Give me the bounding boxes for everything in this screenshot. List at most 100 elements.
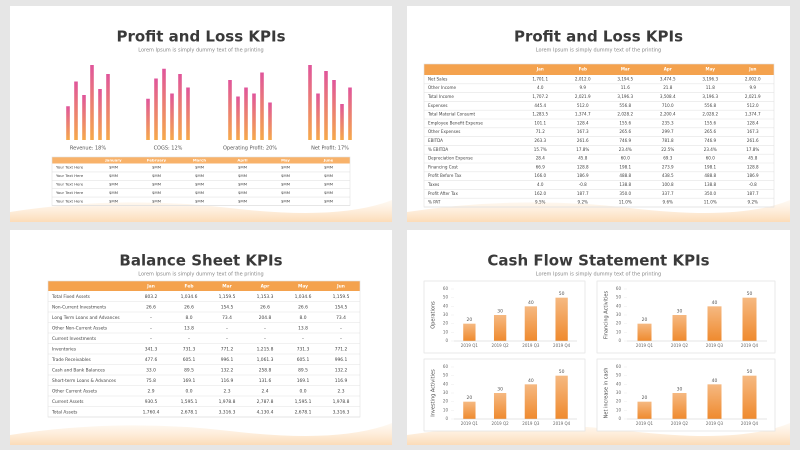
table-cell: 512.0	[577, 103, 589, 108]
table-cell: 803.2	[145, 294, 158, 300]
table-cell: 75.8	[146, 378, 156, 384]
table-cell: –	[226, 326, 228, 331]
table-cell: 1,034.6	[295, 294, 312, 300]
table-cell: 21.8	[663, 85, 673, 90]
row-label: Net Sales	[428, 76, 447, 81]
table-cell: 73.4	[336, 315, 346, 321]
value-label: 40	[528, 378, 534, 384]
table-cell: 3,196.3	[702, 94, 718, 99]
table-cell: 4.0	[537, 85, 544, 90]
slide-subtitle: Lorem Ipsum is simply dummy text of the …	[536, 48, 661, 54]
slide	[10, 6, 392, 222]
table-cell: 9.9	[579, 85, 586, 90]
table-cell: 33.0	[146, 367, 156, 373]
table-cell: 2,678.1	[295, 409, 312, 415]
table-cell: 11.0%	[619, 200, 632, 205]
table-cell: 731.3	[183, 346, 196, 352]
row-label: % EBITDA	[428, 147, 448, 152]
row-label: % PAT	[428, 200, 441, 205]
value-label: 50	[559, 369, 565, 375]
table-cell: 169.1	[183, 378, 196, 384]
row-label: Your Text Here	[56, 190, 84, 195]
table-cell: 17.8%	[746, 147, 759, 152]
y-tick-label: 60	[616, 286, 622, 291]
bar	[340, 104, 344, 140]
bar	[146, 98, 150, 140]
row-label: Current Investments	[52, 336, 97, 342]
y-tick-label: 40	[616, 381, 622, 386]
table-cell: 445.4	[534, 103, 546, 108]
row-label: Your Text Here	[56, 182, 84, 187]
table-cell: 556.8	[704, 103, 716, 108]
table-header	[424, 64, 774, 75]
column-header: February	[147, 157, 167, 162]
table-cell: $MM	[324, 173, 333, 178]
table-cell: –	[340, 337, 342, 342]
y-tick-label: 30	[616, 390, 622, 395]
table-cell: 1,595.1	[181, 399, 198, 405]
y-tick-label: 50	[443, 373, 449, 378]
table-cell: 438.5	[662, 173, 674, 178]
table-cell: 1,374.7	[745, 112, 761, 117]
bar-group-label: COGS: 12%	[154, 146, 183, 152]
slide-title: Profit and Loss KPIs	[116, 28, 285, 46]
table-cell: 26.6	[298, 304, 308, 310]
table-cell: 45.8	[748, 156, 758, 161]
x-tick-label: 2019 Q3	[522, 343, 540, 348]
table-header	[48, 281, 360, 291]
table-cell: 167.3	[577, 129, 589, 134]
table-cell: 13.8	[298, 325, 308, 331]
y-tick-label: 40	[616, 303, 622, 308]
table-cell: $MM	[195, 198, 204, 203]
bar	[186, 87, 190, 140]
row-label: Your Text Here	[56, 165, 84, 170]
table-cell: 169.1	[297, 378, 310, 384]
table-cell: 781.8	[662, 138, 674, 143]
table-cell: 1,159.5	[219, 294, 236, 300]
table-cell: 15.7%	[534, 147, 547, 152]
table-cell: 556.8	[619, 103, 631, 108]
table-cell: 2,028.2	[617, 112, 633, 117]
table-cell: 155.6	[619, 120, 631, 125]
table-cell: 1,707.2	[532, 94, 548, 99]
table-cell: $MM	[324, 182, 333, 187]
table-cell: $MM	[238, 198, 247, 203]
table-cell: 731.3	[297, 346, 310, 352]
table-cell: 3,194.5	[617, 76, 633, 81]
slide-title: Balance Sheet KPIs	[119, 252, 282, 270]
column-header: Apr	[664, 67, 672, 72]
bar	[742, 297, 757, 341]
table-cell: $MM	[238, 165, 247, 170]
slide-bg	[407, 6, 790, 222]
table-cell: 1,034.6	[181, 294, 198, 300]
table-cell: 22.5%	[661, 147, 674, 152]
bar	[90, 65, 94, 140]
y-tick-label: 10	[443, 407, 449, 412]
table-cell: 186.9	[747, 173, 759, 178]
table-cell: 261.6	[577, 138, 589, 143]
table-header	[52, 157, 350, 164]
table-cell: 1,701.1	[532, 76, 548, 81]
table-cell: 3,316.3	[219, 409, 236, 415]
table-cell: 28.4	[536, 156, 546, 161]
row-label: Employee Benefit Expense	[428, 120, 483, 125]
y-tick-label: 60	[443, 364, 449, 369]
bar	[106, 74, 110, 140]
bar	[308, 65, 312, 140]
y-tick-label: 20	[616, 321, 622, 326]
table-cell: 1,595.1	[295, 399, 312, 405]
bar	[348, 87, 352, 140]
table-cell: $MM	[281, 198, 290, 203]
x-tick-label: 2019 Q1	[461, 343, 479, 348]
y-axis-label: Investing Activities	[431, 369, 437, 417]
table-border	[51, 156, 351, 206]
table-cell: 17.8%	[576, 147, 589, 152]
table-cell: 198.1	[704, 164, 716, 169]
x-tick-label: 2019 Q1	[636, 343, 654, 348]
table-cell: –	[264, 326, 266, 331]
value-label: 30	[677, 309, 683, 315]
table-cell: 261.6	[747, 138, 759, 143]
table-cell: 66.9	[536, 164, 546, 169]
y-tick-label: 60	[443, 286, 449, 291]
